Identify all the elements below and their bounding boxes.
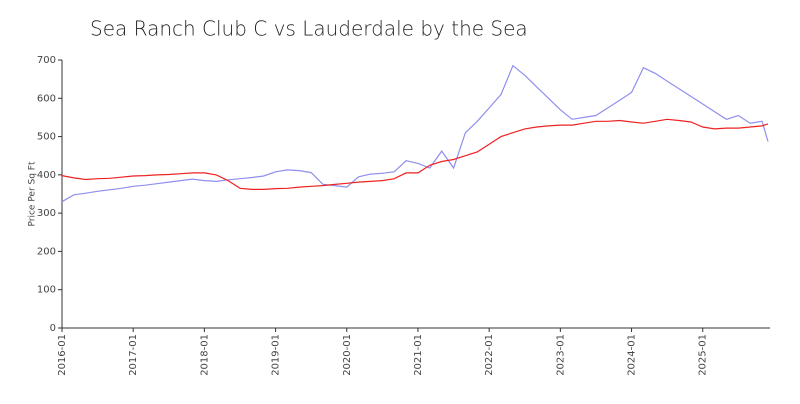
chart-title: Sea Ranch Club C vs Lauderdale by the Se…: [90, 17, 528, 41]
y-tick-label: 0: [50, 323, 56, 334]
series-line: [61, 64, 769, 203]
y-tick-label: 500: [37, 132, 56, 143]
y-tick-label: 400: [37, 170, 56, 181]
x-tick-label: 2024-01: [627, 334, 638, 376]
y-axis-label: Price Per Sq Ft: [28, 161, 38, 226]
x-tick-label: 2016-01: [57, 334, 68, 376]
x-tick-label: 2020-01: [342, 334, 353, 376]
x-tick-label: 2025-01: [698, 334, 709, 376]
x-tick-label: 2018-01: [199, 334, 210, 376]
x-tick-label: 2022-01: [484, 334, 495, 376]
x-tick-label: 2021-01: [413, 334, 424, 376]
x-tick-label: 2017-01: [128, 334, 139, 376]
y-tick-label: 600: [37, 93, 56, 104]
series-line: [61, 118, 769, 190]
y-tick-label: 300: [37, 208, 56, 219]
y-tick-label: 100: [37, 285, 56, 296]
x-tick-label: 2023-01: [555, 334, 566, 376]
x-tick-label: 2019-01: [271, 334, 282, 376]
y-tick-label: 700: [37, 55, 56, 66]
y-tick-label: 200: [37, 246, 56, 257]
